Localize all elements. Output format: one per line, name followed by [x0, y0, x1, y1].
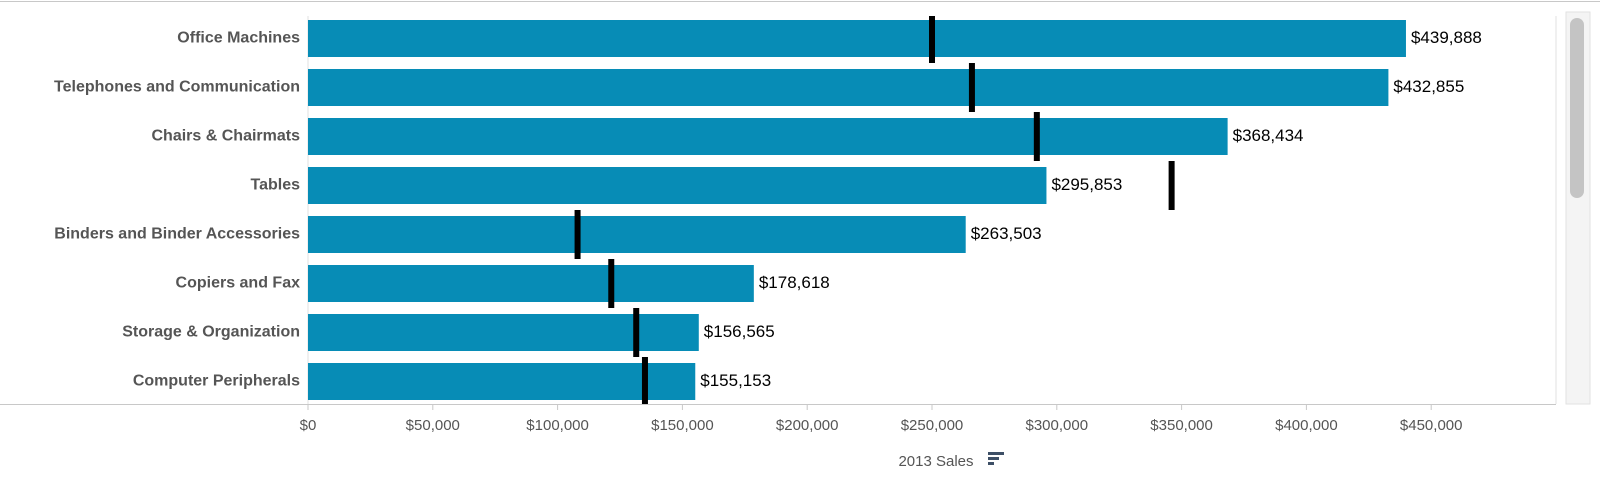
x-tick-label: $350,000 — [1150, 417, 1213, 434]
x-tick-label: $450,000 — [1400, 417, 1463, 434]
value-label: $155,153 — [700, 371, 771, 390]
bar — [308, 265, 754, 302]
category-label: Tables — [251, 177, 301, 194]
bar — [308, 167, 1047, 204]
target-marker — [574, 210, 581, 259]
bar — [308, 412, 667, 449]
bar — [308, 118, 1228, 155]
bar — [308, 363, 696, 400]
target-marker — [1033, 112, 1040, 161]
category-label: Chairs & Chairmats — [152, 128, 301, 145]
category-label: Storage & Organization — [122, 324, 300, 341]
target-marker — [1168, 161, 1175, 210]
x-tick-label: $50,000 — [406, 417, 460, 434]
value-label: $295,853 — [1051, 175, 1122, 194]
value-label: $432,855 — [1393, 77, 1464, 96]
sort-icon[interactable] — [988, 452, 1004, 465]
category-label: Computer Peripherals — [133, 373, 300, 390]
scrollbar-thumb[interactable] — [1570, 18, 1584, 198]
value-label: $368,434 — [1233, 126, 1304, 145]
x-tick-label: $100,000 — [526, 417, 589, 434]
bar — [308, 69, 1389, 106]
value-label: $178,618 — [759, 273, 830, 292]
x-tick-label: $400,000 — [1275, 417, 1338, 434]
x-tick-label: $200,000 — [776, 417, 839, 434]
value-label: $156,565 — [704, 322, 775, 341]
x-tick-label: $0 — [300, 417, 317, 434]
category-label: Copiers and Fax — [176, 275, 301, 292]
x-tick-label: $250,000 — [901, 417, 964, 434]
x-axis: $0 $50,000 $100,000 $150,000 $200,000 $250,00… — [300, 404, 1463, 434]
value-label: $439,888 — [1411, 28, 1482, 47]
target-marker — [608, 259, 615, 308]
category-label: Office Machines — [177, 30, 300, 47]
category-label: Binders and Binder Accessories — [54, 226, 300, 243]
value-label: $263,503 — [971, 224, 1042, 243]
bar — [308, 216, 966, 253]
x-tick-label: $300,000 — [1026, 417, 1089, 434]
x-axis-title: 2013 Sales — [898, 453, 973, 470]
x-tick-label: $150,000 — [651, 417, 714, 434]
target-marker — [929, 16, 935, 63]
bar — [308, 20, 1406, 57]
target-marker — [968, 63, 975, 112]
category-label: Telephones and Communication — [54, 79, 300, 96]
category-label: Office Furnishings — [159, 422, 300, 439]
target-marker — [633, 308, 640, 357]
target-marker — [641, 357, 648, 404]
bar — [308, 314, 699, 351]
plot-area: Office Machines $439,888 Telephones and Co… — [54, 16, 1482, 449]
